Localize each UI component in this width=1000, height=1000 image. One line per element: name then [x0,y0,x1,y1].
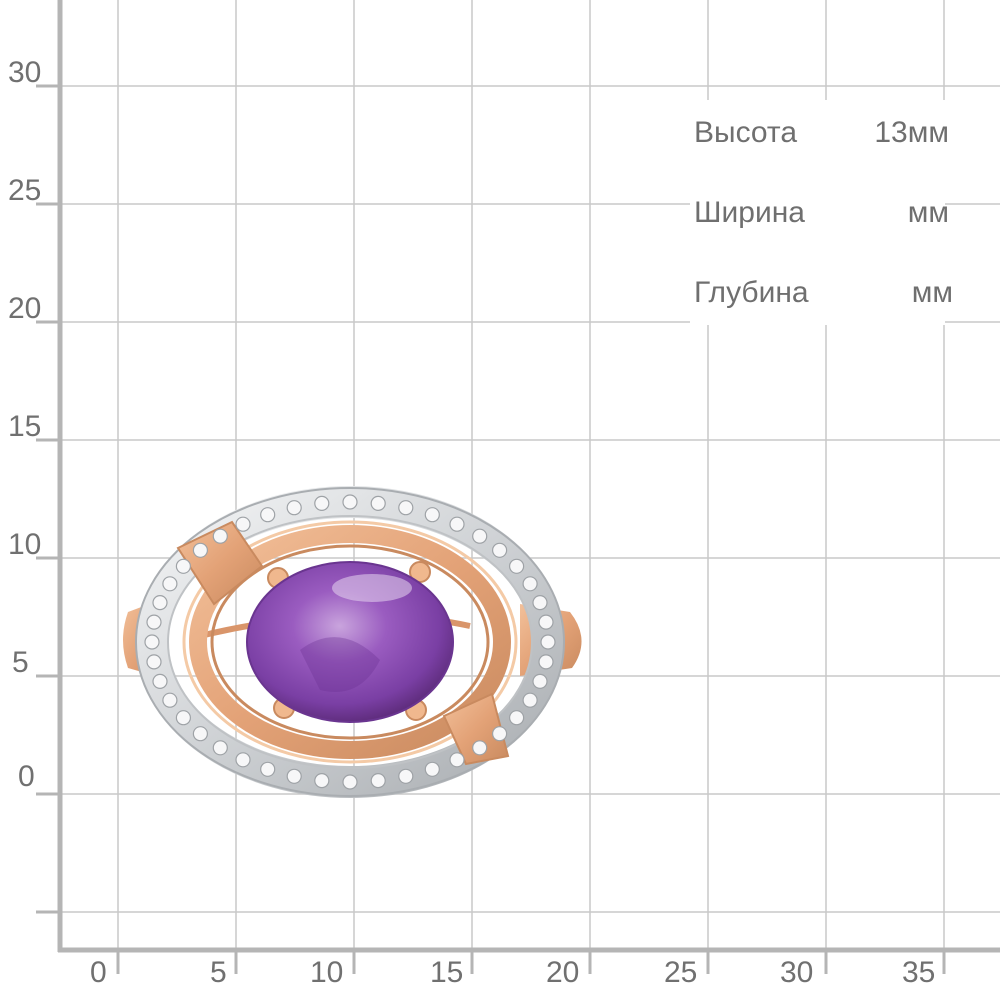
x-tick-label: 30 [780,956,814,989]
pave-diamond [370,772,386,789]
pave-diamond [192,542,208,558]
spec-value: 13мм [874,116,949,149]
pave-diamond [540,634,556,650]
pave-diamond [508,710,525,726]
pave-diamond [192,726,208,742]
x-tick-label: 10 [310,956,344,989]
pave-diamond [152,673,168,690]
pave-diamond [398,768,414,784]
pave-diamond [492,542,508,558]
pave-diamond [424,761,440,777]
pave-diamond [472,740,488,756]
pave-diamond [212,740,228,756]
x-tick-label: 25 [664,956,698,989]
pave-diamond [314,772,330,789]
amethyst-stone [246,561,454,723]
pave-diamond [152,594,168,611]
y-tick-label: 15 [8,410,42,443]
dimensions-panel: Высота 13мм Ширина мм Глубина мм [690,100,953,325]
pave-diamond [146,614,162,630]
pave-diamond [522,576,538,592]
gold-frame [189,525,511,759]
pave-diamond [175,710,191,726]
spec-label: Ширина [694,196,805,229]
spec-label: Глубина [694,276,809,309]
y-tick-label: 10 [8,528,42,561]
pave-diamond [260,761,276,777]
gold-band-bottom-right [442,692,510,766]
y-tick-label: 30 [8,56,42,89]
pave-diamond [538,614,554,630]
pave-diamond [162,692,178,708]
pave-diamond [146,654,162,670]
pave-diamond [538,654,554,670]
y-tick-label: 25 [8,174,42,207]
pave-diamond [424,507,440,523]
pave-diamond [314,495,330,511]
pave-diamond [260,507,276,523]
axes [36,0,1000,974]
spec-value: мм [907,196,949,229]
pave-diamond [235,516,251,532]
pave-diamond [144,634,160,650]
ring-image [123,486,582,798]
pave-diamond [532,673,548,690]
y-tick-label: 20 [8,292,42,325]
pave-diamond [342,774,358,790]
pave-diamond [235,752,251,768]
x-tick-label: 0 [90,956,107,989]
pave-diamond [449,752,465,768]
pave-diamonds [144,494,556,790]
pave-diamond [532,594,548,611]
x-tick-label: 5 [210,956,227,989]
pave-diamond [370,495,386,511]
pave-diamond [175,558,191,574]
pave-diamond [522,692,538,708]
pave-diamond [212,528,228,544]
y-tick-label: 5 [12,646,29,679]
pave-diamond [508,558,525,574]
x-tick-label: 35 [902,956,936,989]
pave-diamond [449,516,465,532]
pave-diamond [286,768,302,784]
gold-band-top-left [176,520,264,606]
x-tick-label: 15 [430,956,464,989]
pave-diamond [342,494,358,510]
spec-value: мм [911,276,953,309]
y-tick-label: 0 [18,760,35,793]
pave-diamond [162,576,178,592]
pave-diamond [398,500,414,516]
pave-diamond [492,726,508,742]
pave-diamond [286,500,302,516]
spec-label: Высота [694,116,798,149]
pave-diamond [472,528,488,544]
x-tick-label: 20 [546,956,580,989]
